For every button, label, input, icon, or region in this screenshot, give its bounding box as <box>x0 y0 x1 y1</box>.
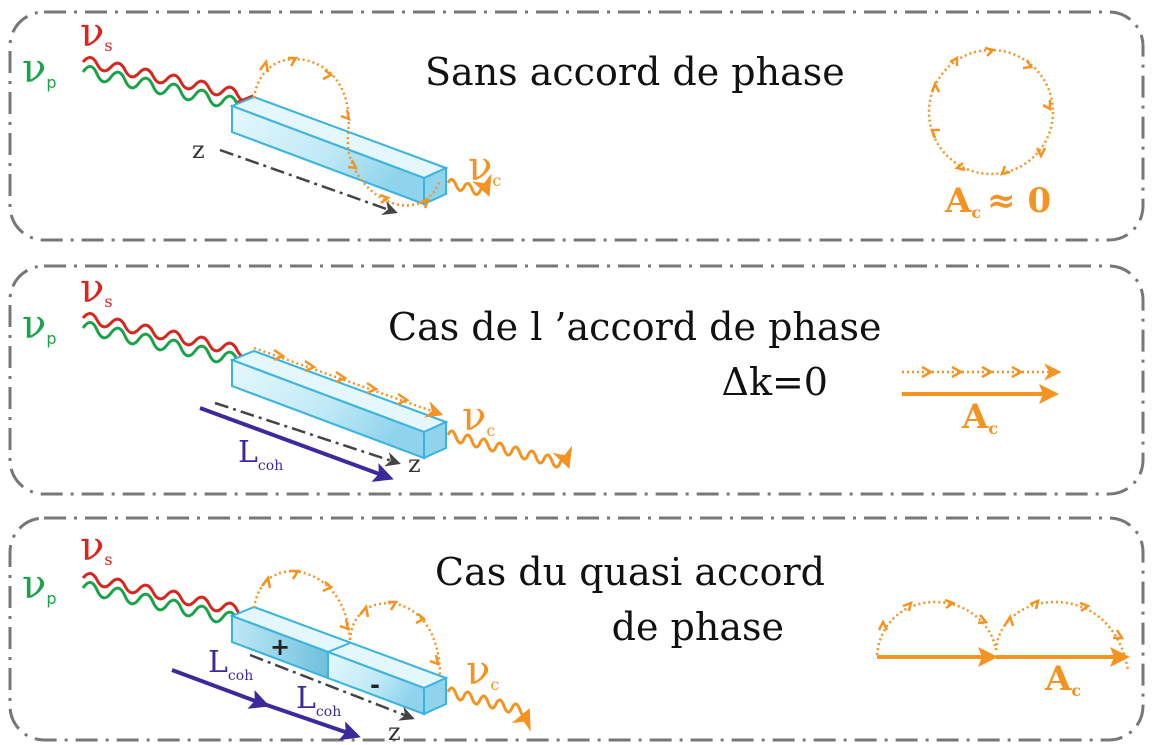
amplitude-circle-1 <box>927 46 1055 176</box>
complementary-wave-2 <box>446 429 573 469</box>
coherence-length-arrow-2 <box>199 406 394 482</box>
crystal-2 <box>229 349 449 460</box>
nu-c-label-2: νc <box>462 394 495 440</box>
nu-p-label-3: νp <box>22 562 56 608</box>
nu-s-label-1: νs <box>80 10 113 56</box>
panel-frame-3 <box>8 516 1145 742</box>
panel-quasi-phase-matching: Cas du quasi accord de phase νs νp + - <box>22 524 1130 745</box>
panel-frame-2 <box>8 264 1145 496</box>
z-axis-2 <box>214 401 401 467</box>
amplitude-arc-3b <box>994 600 1130 671</box>
harmonic-arc-arrows-3 <box>261 569 440 666</box>
panel-frame-1 <box>8 10 1145 242</box>
crystal-1 <box>229 95 449 206</box>
amplitude-label-1: Ac ≈ 0 <box>944 181 1051 222</box>
panel-3-title-line-1: Cas du quasi accord <box>435 550 825 594</box>
domain-sign-plus: + <box>270 633 290 661</box>
harmonic-loop-arrows-1 <box>259 56 431 209</box>
panel-2-title-line-1: Cas de l ’accord de phase <box>388 305 882 349</box>
coherence-length-arrow-3a <box>171 668 270 709</box>
coherence-length-arrow-3b <box>257 700 361 741</box>
coherence-length-label-2: Lcoh <box>238 435 283 474</box>
domain-sign-minus: - <box>370 671 380 699</box>
panel-phase-matching: Cas de l ’accord de phase Δk=0 νs νp z L… <box>22 266 1062 482</box>
amplitude-label-3: Ac <box>1044 659 1081 700</box>
pump-wave-2 <box>81 321 254 380</box>
panel-no-phase-matching: Sans accord de phase νs νp z <box>22 10 1055 222</box>
panel-3-title-line-2: de phase <box>612 605 784 649</box>
signal-wave-2 <box>81 312 254 370</box>
signal-wave-3 <box>81 572 254 630</box>
z-axis-1 <box>219 148 398 216</box>
panel-2-title-line-2: Δk=0 <box>722 360 829 404</box>
nu-s-label-3: νs <box>80 524 113 570</box>
input-waves-3 <box>81 572 254 640</box>
pump-wave-3 <box>81 581 254 640</box>
nu-p-label-1: νp <box>22 46 56 92</box>
coherence-length-label-3b: Lcoh <box>296 681 341 720</box>
amplitude-label-2: Ac <box>961 397 998 438</box>
z-label-1: z <box>192 136 205 164</box>
amplitude-arc-arrows-3 <box>877 598 1125 640</box>
signal-wave-1 <box>81 56 254 114</box>
harmonic-loop-1 <box>252 57 442 207</box>
nu-c-label-3: νc <box>466 648 499 694</box>
amplitude-dotted-arrows-2 <box>921 365 1024 379</box>
amplitude-arc-3a <box>875 600 998 656</box>
z-axis-3 <box>249 653 415 721</box>
harmonic-line-arrows-2 <box>273 348 410 406</box>
nu-c-label-1: νc <box>468 144 501 190</box>
z-label-3: z <box>388 718 401 745</box>
input-waves-2 <box>81 312 254 380</box>
complementary-wave-1 <box>446 173 492 197</box>
panel-1-title: Sans accord de phase <box>425 50 845 94</box>
nu-p-label-2: νp <box>22 302 56 348</box>
z-label-2: z <box>408 450 421 478</box>
input-waves-1 <box>81 56 254 124</box>
nu-s-label-2: νs <box>80 266 113 312</box>
pump-wave-1 <box>81 65 254 124</box>
harmonic-arc-3a <box>252 570 352 641</box>
complementary-wave-3 <box>446 686 531 732</box>
crystal-3 <box>229 605 449 716</box>
coherence-length-label-3a: Lcoh <box>208 645 253 684</box>
